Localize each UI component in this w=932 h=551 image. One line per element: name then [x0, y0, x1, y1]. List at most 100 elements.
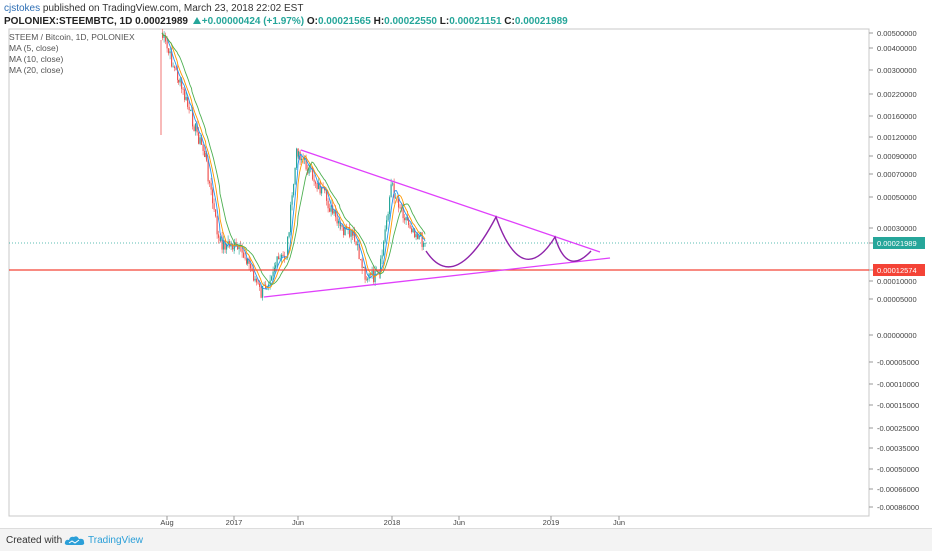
lower-trendline[interactable] [263, 257, 611, 298]
footer-bar: Created with TradingView [0, 528, 932, 551]
candle-body [172, 66, 174, 68]
candle-body [333, 210, 335, 214]
legend-ma20[interactable]: MA (20, close) [9, 65, 64, 75]
author-link[interactable]: cjstokes [4, 3, 41, 14]
candle-body [276, 256, 278, 266]
candle-body [278, 256, 280, 260]
candle-body [237, 244, 239, 250]
candle-body [247, 258, 249, 264]
candle-body [163, 35, 165, 38]
y-tick-label: 0.00120000 [877, 133, 917, 142]
candle-body [224, 240, 226, 250]
candle-body [165, 35, 167, 42]
candle-body [241, 246, 243, 253]
candle-body [301, 158, 303, 161]
candle-body [352, 230, 354, 236]
candle-body [234, 242, 236, 248]
close-label: C: [504, 16, 515, 27]
candle-body [204, 150, 206, 157]
candle-body [395, 197, 397, 199]
candle-body [244, 257, 246, 259]
drawings-layer [9, 149, 869, 298]
candle-body [389, 197, 391, 214]
candle-body [248, 258, 250, 264]
candle-body [329, 208, 331, 212]
candle-body [312, 169, 314, 180]
tradingview-brand-link[interactable]: TradingView [88, 535, 144, 546]
last-price-badge [873, 237, 925, 249]
high-value: 0.00022550 [384, 16, 437, 27]
candle-body [269, 280, 271, 285]
candle-body [220, 237, 222, 241]
candle-body [357, 244, 359, 246]
candle-body [213, 203, 215, 210]
candle-body [380, 258, 382, 274]
candle-body [335, 210, 337, 218]
candle-body [392, 183, 394, 185]
candle-body [181, 78, 183, 89]
upper-trendline[interactable] [300, 149, 601, 253]
candle-body [424, 242, 426, 244]
candle-body [377, 270, 379, 273]
candle-body [338, 220, 340, 224]
candle-body [253, 271, 255, 281]
candle-body [346, 226, 348, 229]
candle-body [322, 186, 324, 188]
candle-body [321, 186, 323, 194]
price-chart[interactable]: 0.00500000 0.00400000 0.00300000 0.00220000… [0, 0, 932, 528]
candle-body [185, 96, 187, 100]
candle-body [223, 240, 225, 250]
candle-body [199, 137, 201, 144]
candle-body [233, 247, 235, 250]
candle-body [327, 200, 329, 209]
support-price-badge [873, 264, 925, 276]
y-tick-label: -0.00066000 [877, 485, 919, 494]
x-tick-label: 2017 [226, 518, 243, 527]
last-price: 0.00021989 [135, 16, 188, 27]
chart-legend: STEEM / Bitcoin, 1D, POLONIEX MA (5, clo… [9, 32, 135, 76]
x-tick-label: 2018 [384, 518, 401, 527]
candle-body [421, 232, 423, 247]
y-tick-label: -0.00015000 [877, 401, 919, 410]
plot-area[interactable] [8, 28, 870, 517]
legend-ma5[interactable]: MA (5, close) [9, 43, 59, 53]
candle-body [179, 78, 181, 83]
candle-body [177, 70, 179, 80]
candle-body [350, 230, 352, 237]
legend-ma10[interactable]: MA (10, close) [9, 54, 64, 64]
candle-body [332, 205, 334, 214]
y-tick-label: -0.00050000 [877, 465, 919, 474]
candle-body [262, 285, 264, 298]
y-tick-label: -0.00086000 [877, 503, 919, 512]
y-tick-label: 0.00400000 [877, 44, 917, 53]
time-axis[interactable]: Aug 2017 Jun 2018 Jun 2019 Jun [160, 516, 625, 527]
candle-body [393, 183, 395, 198]
candle-body [182, 88, 184, 90]
candle-body [166, 41, 168, 49]
y-tick-label: 0.00050000 [877, 193, 917, 202]
candle-body [226, 244, 228, 250]
candle-body [168, 48, 170, 54]
candle-body [319, 182, 321, 194]
candle-body [254, 278, 256, 281]
projection-waves[interactable] [425, 215, 592, 268]
candle-body [411, 228, 413, 233]
candle-body [355, 241, 357, 246]
y-tick-label: 0.00090000 [877, 152, 917, 161]
x-tick-label: Jun [453, 518, 465, 527]
price-axis[interactable]: 0.00500000 0.00400000 0.00300000 0.00220000… [869, 29, 925, 512]
candle-body [326, 190, 328, 201]
price-change: +0.00000424 (+1.97%) [201, 16, 305, 27]
candle-body [313, 179, 315, 182]
candle-body [339, 220, 341, 226]
candle-body [387, 213, 389, 221]
candle-body [408, 220, 410, 226]
candle-body [384, 229, 386, 242]
candle-body [341, 225, 343, 228]
candle-body [232, 244, 234, 250]
candle-body [238, 245, 240, 250]
candle-body [246, 258, 248, 264]
candle-body [192, 109, 194, 127]
open-value: 0.00021565 [317, 16, 371, 27]
candle-body [287, 236, 289, 258]
